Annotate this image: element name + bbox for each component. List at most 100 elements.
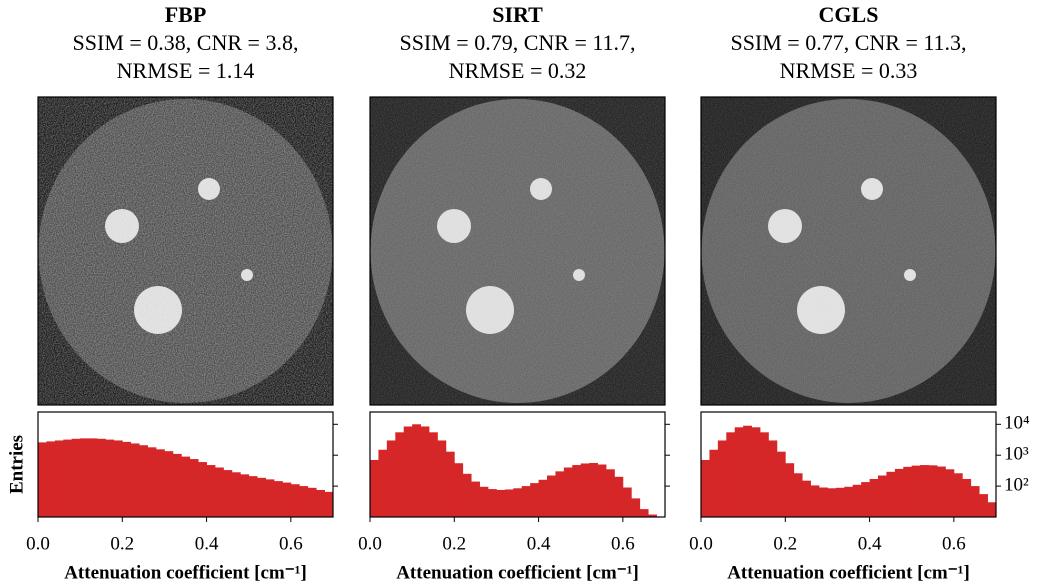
plot-frame [369,411,666,518]
bar [911,465,921,517]
bar [479,486,489,517]
bar [734,427,744,517]
x-tick-label: 0.0 [689,533,713,554]
bar [920,465,929,517]
bar [378,449,388,517]
bar [776,451,786,517]
bar [726,432,736,517]
image-noise [370,97,665,405]
bar [316,489,325,517]
bar [429,432,438,517]
x-tick-label: 0.0 [358,533,382,554]
bar [979,494,988,517]
bar [521,486,531,517]
chart-title: FBP [165,2,207,27]
bar [63,439,73,517]
image-noise [701,97,996,405]
bar [869,478,879,517]
chart-title: SIRT [492,2,543,27]
bar [709,449,719,517]
x-tick-label: 0.0 [26,533,50,554]
x-tick-label: 0.4 [527,533,551,554]
y-tick-label: 10⁴ [1004,413,1030,434]
chart-subtitle: SSIM = 0.38, CNR = 3.8, [73,30,299,55]
image-frame [369,96,666,406]
chart-subtitle: SSIM = 0.79, CNR = 11.7, [399,30,635,55]
bar [513,488,523,517]
bar [156,449,165,517]
bar [105,439,115,517]
bar [412,424,421,517]
bar [240,474,250,517]
x-tick-label: 0.4 [195,533,219,554]
bar [945,469,955,517]
reconstruction-image [700,96,997,406]
bar [282,482,292,517]
bar [987,502,997,517]
bar [937,466,946,517]
image-frame [700,96,997,406]
bar [547,475,556,517]
bar [420,426,430,517]
bar [580,463,590,517]
x-axis-label: Attenuation coefficient [cm⁻¹] [727,562,970,583]
bar [793,473,803,517]
bar [248,476,258,517]
bar [827,488,837,517]
bar [488,489,497,517]
bar [631,498,641,517]
bar [751,427,761,517]
bar [622,487,632,517]
bar [844,486,854,517]
bar [257,477,266,517]
bar [648,514,657,517]
bar [198,462,207,517]
bar [852,484,862,517]
chart-subtitle: NRMSE = 1.14 [117,58,255,83]
x-tick-label: 0.2 [442,533,466,554]
bar [172,453,182,517]
y-tick-label: 10³ [1004,444,1029,465]
bar [760,432,769,517]
bar [307,487,317,517]
bar [810,485,820,517]
reconstruction-image [37,96,334,406]
bar [265,479,275,517]
bar [147,447,157,517]
bar [88,438,98,517]
x-tick-label: 0.6 [942,533,966,554]
bar [903,466,913,517]
bar [324,491,334,517]
x-tick-label: 0.6 [611,533,635,554]
bar [953,473,963,517]
chart-subtitle: SSIM = 0.77, CNR = 11.3, [730,30,966,55]
bar [538,479,548,517]
bar [445,451,455,517]
x-tick-label: 0.6 [279,533,303,554]
bar [223,470,233,517]
bar [572,465,582,517]
reconstruction-image [369,96,666,406]
bar [768,440,778,517]
bar [504,489,514,517]
bar [894,468,904,517]
bar [97,438,106,517]
bar [189,459,199,517]
bar [299,486,309,517]
bar [386,440,396,517]
bar [164,451,174,517]
x-tick-label: 0.2 [110,533,134,554]
bar [454,463,464,517]
chart-subtitle: NRMSE = 0.32 [449,58,587,83]
bar [563,467,573,517]
bar [54,440,64,517]
bar [878,475,887,517]
bar [802,480,811,517]
bar [38,442,47,517]
bar [130,443,140,517]
bar [589,462,598,517]
image-noise [38,97,333,405]
bar [46,441,56,517]
bar [462,473,472,517]
bar [496,489,506,517]
